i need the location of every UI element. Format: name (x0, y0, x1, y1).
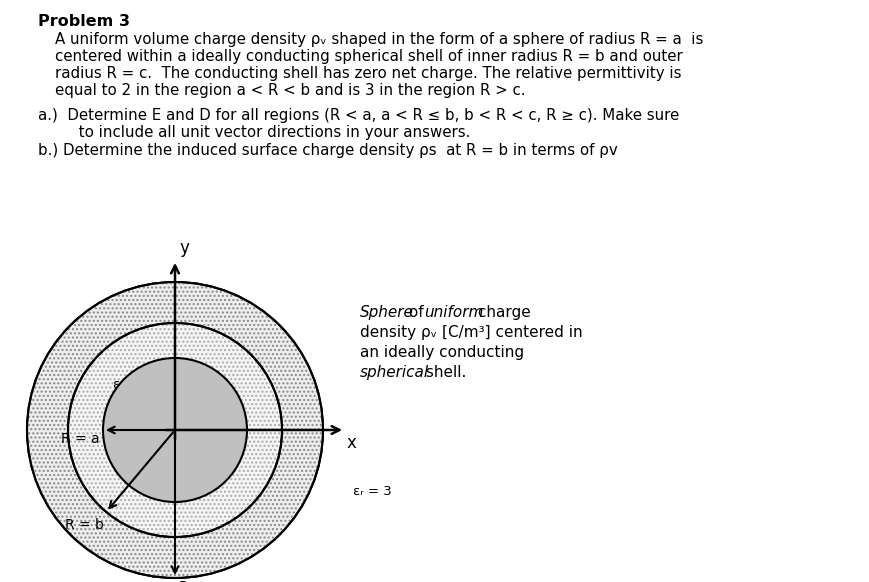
Text: x: x (347, 434, 356, 452)
Text: equal to 2 in the region a < R < b and is 3 in the region R > c.: equal to 2 in the region a < R < b and i… (55, 83, 525, 98)
Text: of: of (403, 305, 428, 320)
Circle shape (68, 323, 282, 537)
Text: ρᵥ: ρᵥ (191, 458, 207, 473)
Text: shell.: shell. (421, 365, 466, 380)
Text: R = b: R = b (65, 518, 104, 532)
Circle shape (103, 358, 247, 502)
Text: y: y (179, 239, 189, 257)
Text: R = a: R = a (62, 432, 100, 446)
Text: to include all unit vector directions in your answers.: to include all unit vector directions in… (55, 125, 470, 140)
Text: a.)  Determine E and D for all regions (R < a, a < R ≤ b, b < R < c, R ≥ c). Mak: a.) Determine E and D for all regions (R… (38, 108, 679, 123)
Text: Problem 3: Problem 3 (38, 14, 129, 29)
Circle shape (68, 323, 282, 537)
Text: density ρᵥ [C/m³] centered in: density ρᵥ [C/m³] centered in (360, 325, 582, 340)
Text: centered within a ideally conducting spherical shell of inner radius R = b and o: centered within a ideally conducting sph… (55, 49, 682, 64)
Text: R = c: R = c (179, 580, 216, 582)
Text: εᵣ = 3: εᵣ = 3 (353, 485, 391, 498)
Text: charge: charge (473, 305, 530, 320)
Text: εᵣ = 2: εᵣ = 2 (113, 378, 151, 391)
Text: A uniform volume charge density ρᵥ shaped in the form of a sphere of radius R = : A uniform volume charge density ρᵥ shape… (55, 32, 702, 47)
Text: an ideally conducting: an ideally conducting (360, 345, 523, 360)
Circle shape (27, 282, 322, 578)
Text: uniform: uniform (423, 305, 483, 320)
Circle shape (103, 358, 247, 502)
Text: spherical: spherical (360, 365, 428, 380)
Text: Sphere: Sphere (360, 305, 414, 320)
Text: radius R = c.  The conducting shell has zero net charge. The relative permittivi: radius R = c. The conducting shell has z… (55, 66, 680, 81)
Text: b.) Determine the induced surface charge density ρs  at R = b in terms of ρv: b.) Determine the induced surface charge… (38, 143, 617, 158)
